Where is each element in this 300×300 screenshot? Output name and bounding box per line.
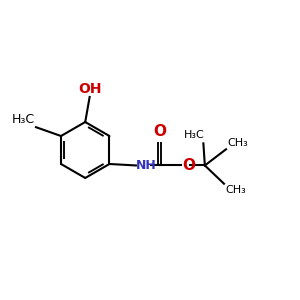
Text: H₃C: H₃C xyxy=(11,113,35,126)
Text: CH₃: CH₃ xyxy=(226,185,246,195)
Text: H₃C: H₃C xyxy=(184,130,205,140)
Text: OH: OH xyxy=(78,82,101,95)
Text: O: O xyxy=(153,124,166,139)
Text: NH: NH xyxy=(136,159,157,172)
Text: CH₃: CH₃ xyxy=(227,138,248,148)
Text: O: O xyxy=(182,158,195,173)
